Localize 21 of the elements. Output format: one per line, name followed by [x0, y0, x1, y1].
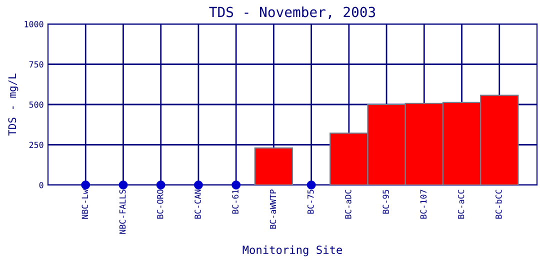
chart-title: TDS - November, 2003 — [209, 6, 376, 19]
x-tick-label: BC-CAN — [194, 190, 201, 219]
x-tick-label: BC-95 — [382, 190, 389, 214]
y-tick-label: 500 — [29, 102, 44, 108]
x-tick-label: BC-aDC — [345, 190, 352, 219]
x-tick-label: BC-aWWTP — [270, 190, 276, 229]
x-tick-label: NBC-Lw — [82, 189, 88, 219]
y-tick-label: 0 — [39, 182, 44, 188]
y-tick-label: 750 — [29, 61, 44, 68]
x-tick-label: BC-61 — [232, 190, 239, 214]
x-tick-label: BC-107 — [420, 190, 427, 219]
x-tick-label: BC-bCC — [495, 190, 502, 219]
x-tick-label: BC-ORO — [156, 190, 164, 219]
y-tick-label: 1000 — [24, 21, 44, 28]
x-axis-title: Monitoring Site — [242, 245, 342, 256]
y-tick-label: 250 — [29, 142, 44, 148]
x-tick-label: BC-aCC — [458, 190, 464, 219]
y-axis-title: TDS - mg/L — [8, 74, 18, 136]
x-tick-label: BC-75 — [307, 190, 314, 214]
x-tick-label: NBC-FALLS — [119, 190, 126, 234]
bar — [254, 147, 294, 185]
